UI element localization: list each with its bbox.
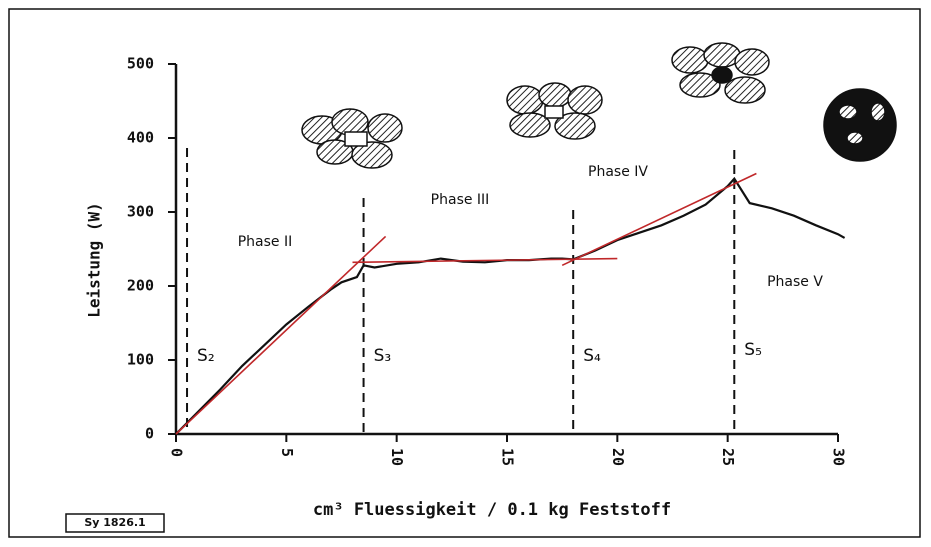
x-tick-label: 10 <box>388 448 406 466</box>
measured-line <box>176 179 845 434</box>
y-tick-label: 300 <box>127 203 154 221</box>
x-tick-label: 5 <box>278 448 296 457</box>
y-tick-label: 100 <box>127 351 154 369</box>
x-tick-label: 30 <box>830 448 848 466</box>
source-label: Sy 1826.1 <box>84 516 145 529</box>
chart: Leistung (W) cm³ Fluessigkeit / 0.1 kg F… <box>0 0 931 547</box>
x-tick-label: 15 <box>499 448 517 466</box>
phase-label: Phase III <box>431 192 490 208</box>
y-tick-label: 0 <box>145 425 154 443</box>
particle-cluster <box>302 43 896 168</box>
x-tick-label: 0 <box>168 448 186 457</box>
phase-label: Phase IV <box>588 164 648 180</box>
boundary-label: S₅ <box>744 340 762 360</box>
y-tick-label: 500 <box>127 55 154 73</box>
y-tick-label: 200 <box>127 277 154 295</box>
fit-line <box>176 236 386 434</box>
boundary-label: S₄ <box>583 346 601 366</box>
y-tick-label: 400 <box>127 129 154 147</box>
boundary-label: S₂ <box>197 346 215 366</box>
phase-label: Phase V <box>767 274 823 290</box>
x-tick-label: 20 <box>609 448 627 466</box>
x-axis-label: cm³ Fluessigkeit / 0.1 kg Feststoff <box>313 500 671 520</box>
fit-line <box>562 174 756 266</box>
y-axis-label: Leistung (W) <box>85 202 104 318</box>
phase-label: Phase II <box>238 234 293 250</box>
boundary-label: S₃ <box>374 346 392 366</box>
frame <box>9 9 920 537</box>
x-tick-label: 25 <box>719 448 737 466</box>
